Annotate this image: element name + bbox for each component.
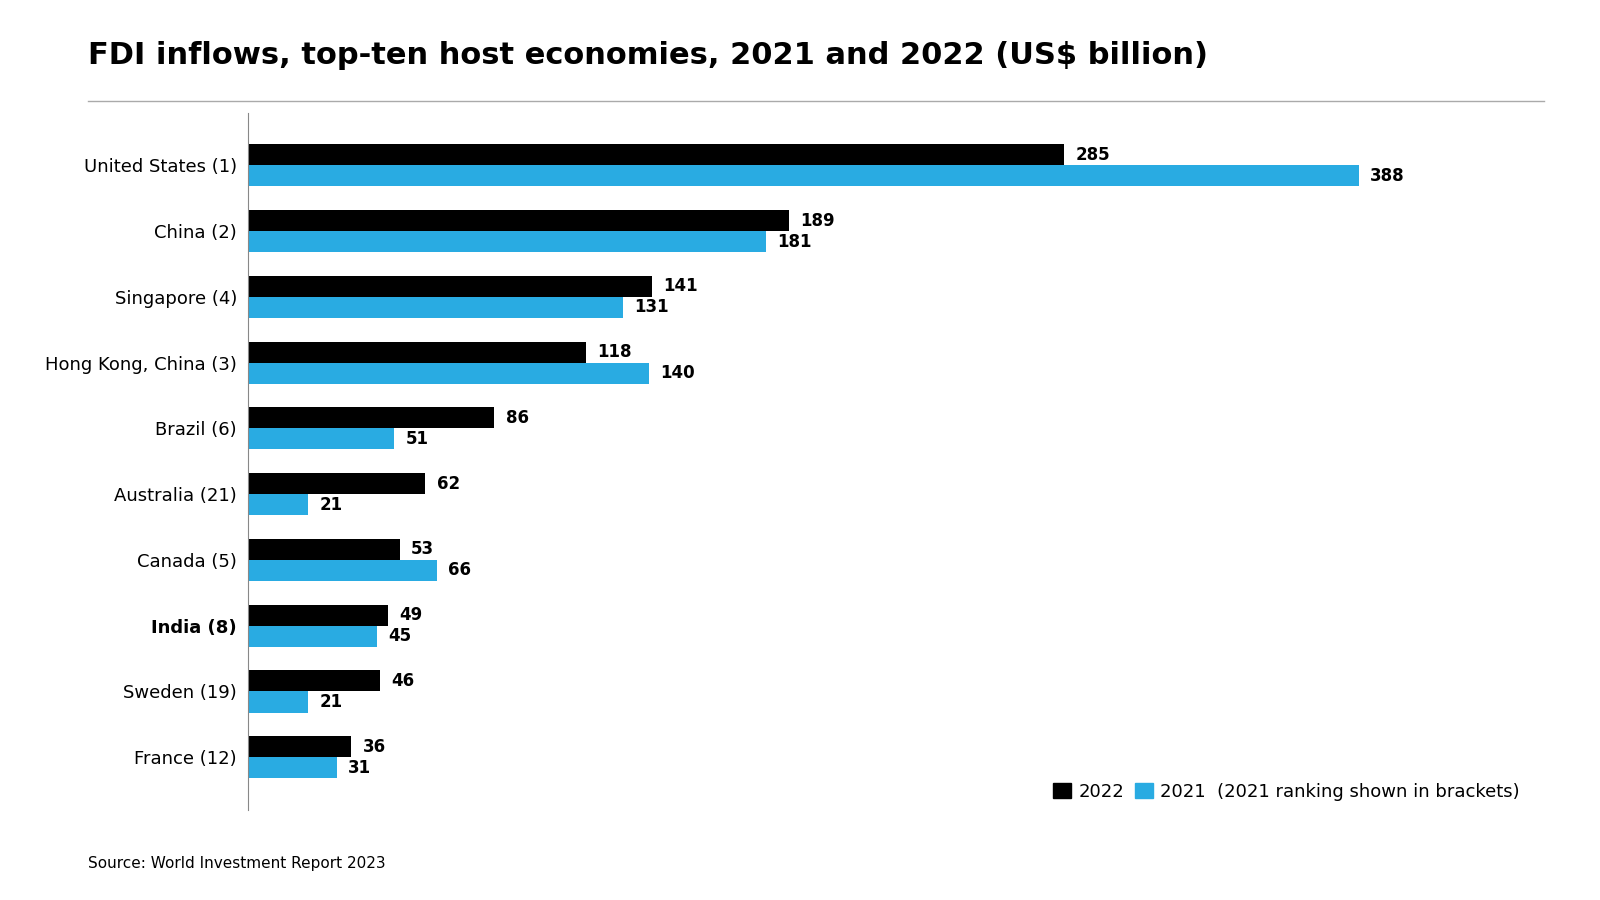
Text: Source: World Investment Report 2023: Source: World Investment Report 2023 (88, 856, 386, 871)
Bar (248, 605, 389, 626)
Bar (248, 166, 1358, 186)
Bar (248, 144, 1064, 166)
Text: 36: 36 (363, 738, 386, 756)
Bar (248, 231, 766, 252)
Text: 285: 285 (1075, 146, 1110, 164)
Text: 118: 118 (597, 343, 632, 361)
Text: 86: 86 (506, 409, 528, 427)
Bar (248, 210, 789, 231)
Text: 66: 66 (448, 562, 472, 580)
Text: FDI inflows, top-ten host economies, 2021 and 2022 (US$ billion): FDI inflows, top-ten host economies, 202… (88, 40, 1208, 69)
Text: 140: 140 (661, 364, 694, 382)
Text: 31: 31 (349, 759, 371, 777)
Text: 21: 21 (320, 496, 342, 514)
Text: 131: 131 (634, 298, 669, 316)
Text: 45: 45 (389, 627, 411, 645)
Text: 49: 49 (400, 607, 422, 625)
Bar (248, 757, 336, 778)
Text: 51: 51 (405, 430, 429, 448)
Text: 21: 21 (320, 693, 342, 711)
Text: 189: 189 (800, 212, 835, 230)
Legend: 2022, 2021  (2021 ranking shown in brackets): 2022, 2021 (2021 ranking shown in bracke… (1046, 776, 1526, 808)
Bar (248, 736, 350, 757)
Text: 181: 181 (778, 232, 813, 250)
Bar (248, 428, 394, 449)
Text: 62: 62 (437, 474, 461, 492)
Text: 141: 141 (662, 277, 698, 295)
Text: 388: 388 (1370, 166, 1405, 184)
Bar (248, 297, 622, 318)
Bar (248, 275, 651, 297)
Bar (248, 341, 586, 363)
Bar (248, 691, 309, 713)
Bar (248, 363, 648, 383)
Bar (248, 473, 426, 494)
Text: 53: 53 (411, 540, 434, 558)
Bar (248, 408, 494, 428)
Bar (248, 560, 437, 581)
Bar (248, 626, 378, 647)
Bar (248, 670, 379, 691)
Bar (248, 539, 400, 560)
Bar (248, 494, 309, 515)
Text: 46: 46 (390, 672, 414, 690)
